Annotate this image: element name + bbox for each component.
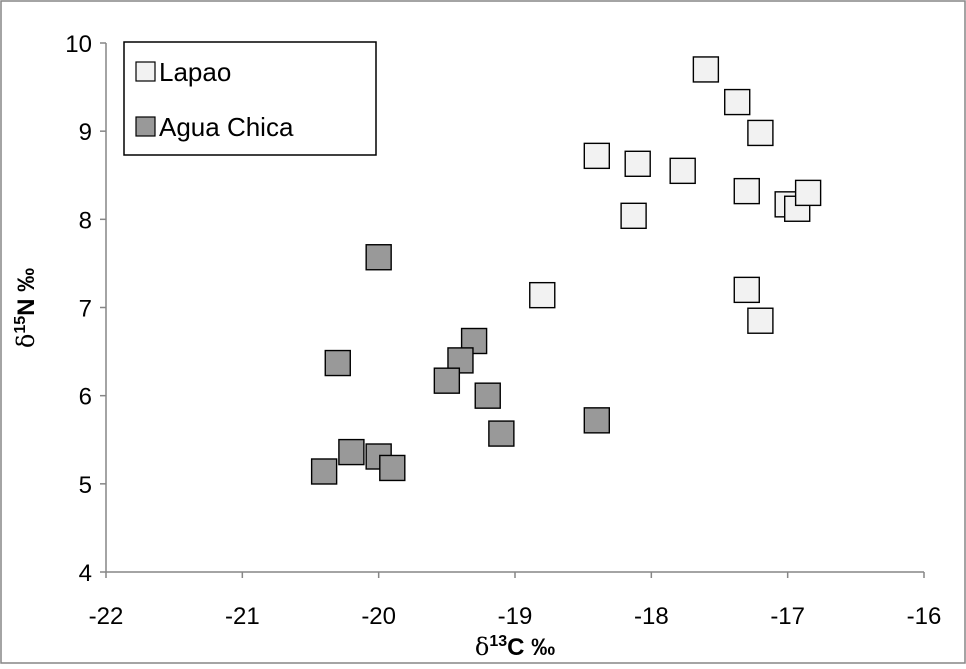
- x-tick-label: -19: [498, 603, 533, 630]
- axes: 4 5 6 7 8 9 10 -22 -21 -20 -19 -18 -17 -16: [65, 31, 941, 630]
- x-axis-title: δ13C ‰: [475, 633, 555, 661]
- point-agua-chica: [488, 420, 515, 447]
- x-axis-title-text: C ‰: [507, 634, 555, 661]
- point-agua-chica: [474, 382, 501, 409]
- legend-label-agua-chica: Agua Chica: [159, 112, 294, 142]
- point-lapao: [692, 56, 720, 83]
- point-lapao: [747, 119, 774, 147]
- x-tick-label: -16: [907, 603, 942, 630]
- legend: Lapao Agua Chica: [123, 41, 377, 156]
- y-tick-label: 10: [65, 31, 92, 58]
- x-tick-label: -17: [770, 603, 805, 630]
- y-tick-label: 4: [79, 560, 92, 587]
- point-lapao: [529, 281, 556, 309]
- point-lapao: [747, 307, 774, 334]
- point-agua-chica: [433, 367, 461, 394]
- point-lapao: [669, 157, 696, 185]
- point-agua-chica: [447, 347, 474, 374]
- point-lapao: [724, 88, 751, 116]
- point-lapao: [794, 179, 822, 207]
- y-tick-label: 7: [79, 296, 92, 323]
- x-tick-label: -20: [361, 603, 396, 630]
- y-axis-title-symbol: δ: [12, 334, 40, 348]
- point-lapao: [620, 202, 647, 230]
- y-tick-label: 5: [79, 472, 92, 499]
- point-agua-chica: [338, 438, 365, 466]
- y-tick-label: 9: [79, 119, 92, 146]
- point-agua-chica: [365, 244, 392, 271]
- point-lapao: [583, 142, 610, 170]
- legend-box: [123, 41, 377, 156]
- x-tick-label: -22: [89, 603, 124, 630]
- point-agua-chica: [379, 454, 406, 482]
- point-agua-chica: [310, 458, 338, 485]
- legend-swatch-agua-chica: [135, 116, 156, 137]
- legend-swatch-lapao: [135, 61, 156, 82]
- legend-label-lapao: Lapao: [159, 57, 231, 87]
- x-tick-label: -18: [634, 603, 669, 630]
- point-lapao: [624, 150, 651, 177]
- x-tick-label: -21: [225, 603, 260, 630]
- point-agua-chica: [583, 407, 610, 434]
- point-agua-chica: [324, 349, 351, 377]
- point-lapao: [733, 276, 760, 304]
- x-axis-title-symbol: δ: [475, 633, 489, 661]
- data-marks: [310, 56, 822, 485]
- y-tick-label: 8: [79, 207, 92, 234]
- y-axis-title-text: N ‰: [13, 268, 40, 316]
- y-tick-label: 6: [79, 384, 92, 411]
- y-axis-title: δ15N ‰: [12, 268, 40, 348]
- y-axis-title-superscript: 15: [12, 316, 29, 334]
- x-axis-title-superscript: 13: [489, 633, 507, 650]
- point-lapao: [733, 177, 760, 205]
